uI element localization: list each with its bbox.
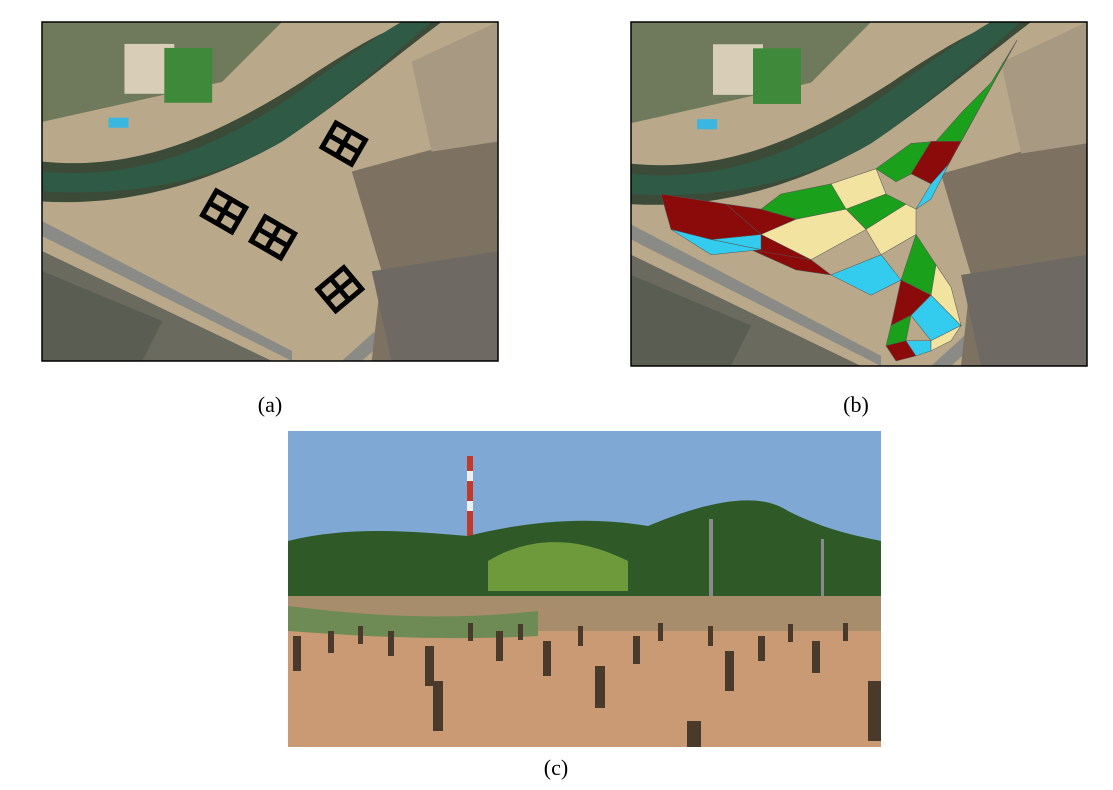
frame: [630, 21, 1088, 367]
plots: [199, 119, 369, 315]
posts: [293, 623, 881, 747]
aerial-image: [631, 22, 1087, 366]
panel-b: (b): [630, 21, 1088, 417]
zones: [660, 40, 1018, 362]
frame: [41, 21, 499, 362]
aerial-image: [42, 22, 498, 361]
panel-label: (b): [843, 392, 869, 417]
panel-label: (c): [544, 755, 568, 780]
panel-label: (a): [258, 392, 282, 417]
photo: [288, 431, 881, 747]
panel-c: (c): [288, 431, 881, 780]
panel-a: (a): [41, 21, 499, 417]
